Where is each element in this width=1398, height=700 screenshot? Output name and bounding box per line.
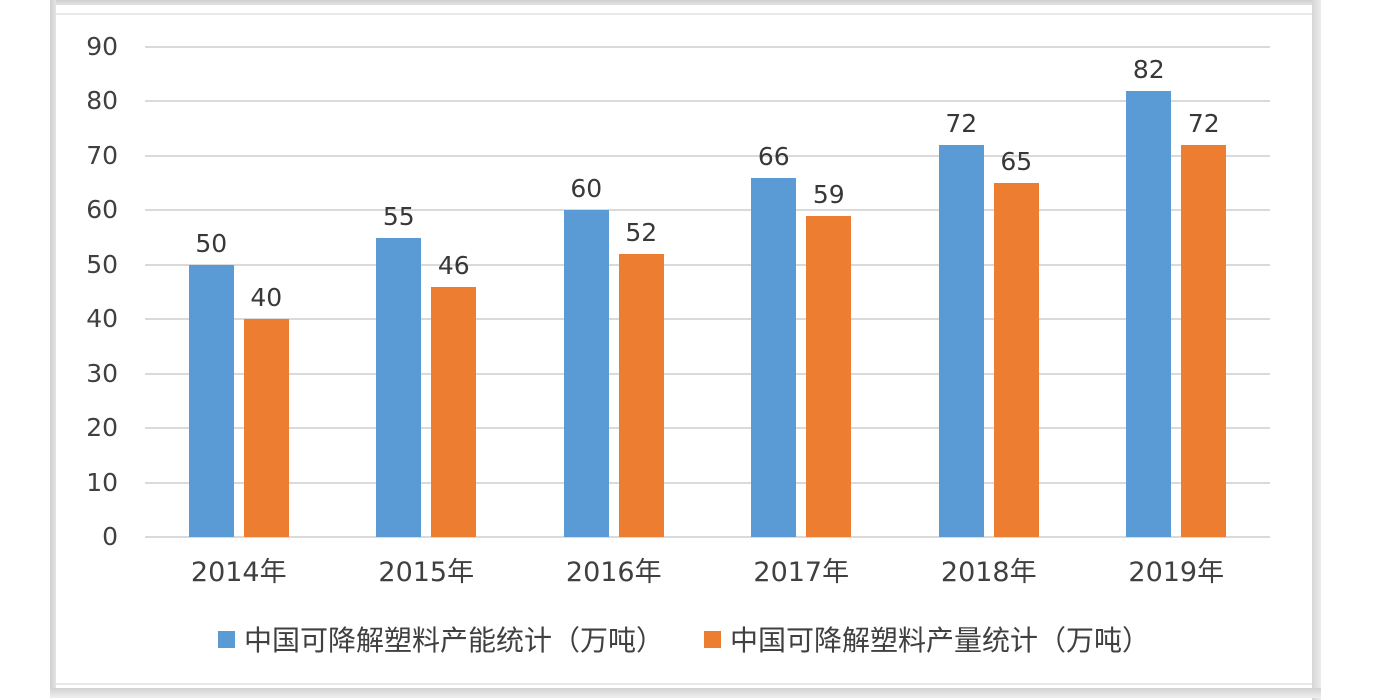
value-label-series1-2014: 50 xyxy=(195,228,228,258)
y-tick-label-10: 10 xyxy=(86,467,118,497)
y-tick-label-20: 20 xyxy=(86,413,118,443)
frame-right-edge xyxy=(1312,0,1321,700)
bar-series2-2017 xyxy=(806,215,852,537)
frame-top-edge xyxy=(50,0,1321,5)
x-axis-label-2017: 2017年 xyxy=(753,557,850,588)
gridline-30 xyxy=(145,372,1270,375)
chart-border-bottom xyxy=(56,683,1312,685)
gridline-0 xyxy=(145,536,1270,538)
value-label-series2-2017: 59 xyxy=(812,179,845,209)
legend-label-1: 中国可降解塑料产能统计（万吨） xyxy=(243,624,664,657)
value-label-series2-2018: 65 xyxy=(1000,147,1033,177)
x-axis-label-2015: 2015年 xyxy=(378,557,475,588)
value-label-series2-2014: 40 xyxy=(250,283,283,313)
y-tick-label-90: 90 xyxy=(86,32,118,61)
legend-swatch-2 xyxy=(704,630,721,648)
y-tick-label-40: 40 xyxy=(86,304,118,334)
gridline-70 xyxy=(145,154,1270,157)
gridline-10 xyxy=(145,481,1270,484)
frame-bottom-edge xyxy=(50,688,1321,698)
value-label-series1-2016: 60 xyxy=(570,174,603,204)
frame-left-edge xyxy=(50,0,56,691)
y-tick-label-70: 70 xyxy=(86,140,118,170)
y-tick-label-30: 30 xyxy=(86,358,118,388)
value-label-series1-2018: 72 xyxy=(945,109,978,138)
gridline-40 xyxy=(145,318,1270,321)
bar-series2-2019 xyxy=(1181,145,1227,537)
bar-series2-2014 xyxy=(243,319,289,537)
value-label-series1-2019: 82 xyxy=(1132,54,1165,84)
legend: 中国可降解塑料产能统计（万吨） 中国可降解塑料产量统计（万吨） xyxy=(56,616,1312,662)
y-tick-label-50: 50 xyxy=(86,249,118,279)
bar-series1-2017 xyxy=(751,177,797,537)
gridline-80 xyxy=(145,100,1270,103)
y-tick-label-60: 60 xyxy=(86,195,118,225)
bar-series1-2019 xyxy=(1126,90,1172,537)
legend-swatch-1 xyxy=(217,630,235,648)
legend-item-1: 中国可降解塑料产能统计（万吨） xyxy=(217,619,664,659)
gridline-90 xyxy=(145,46,1270,48)
y-tick-label-0: 0 xyxy=(102,522,118,551)
gridline-20 xyxy=(145,427,1270,430)
bar-series2-2015 xyxy=(431,286,477,537)
value-label-series2-2019: 72 xyxy=(1187,109,1220,138)
value-label-series2-2015: 46 xyxy=(437,250,470,280)
bar-series1-2016 xyxy=(563,210,609,537)
x-axis-label-2016: 2016年 xyxy=(565,557,662,588)
value-label-series1-2015: 55 xyxy=(382,201,415,231)
bar-series2-2018 xyxy=(993,183,1039,537)
value-label-series1-2017: 66 xyxy=(757,141,790,171)
gridline-60 xyxy=(145,209,1270,212)
x-axis-label-2019: 2019年 xyxy=(1128,557,1225,588)
bar-series1-2018 xyxy=(938,145,984,537)
chart-border-top xyxy=(56,13,1312,15)
gridline-50 xyxy=(145,263,1270,266)
y-tick-label-80: 80 xyxy=(86,86,118,116)
x-axis-label-2014: 2014年 xyxy=(190,557,287,588)
x-axis-label-2018: 2018年 xyxy=(940,557,1037,588)
value-label-series2-2016: 52 xyxy=(625,217,658,247)
bar-series2-2016 xyxy=(618,253,664,537)
bar-series1-2015 xyxy=(376,237,422,537)
legend-label-2: 中国可降解塑料产量统计（万吨） xyxy=(730,624,1151,657)
bar-series1-2014 xyxy=(188,264,234,537)
legend-item-2: 中国可降解塑料产量统计（万吨） xyxy=(704,619,1150,659)
